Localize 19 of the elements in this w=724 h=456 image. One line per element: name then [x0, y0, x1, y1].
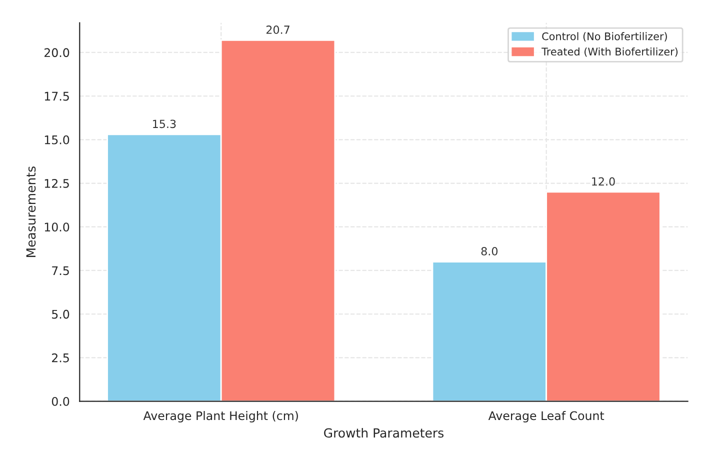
data-label: 15.3 [153, 120, 176, 128]
x-axis-title: Growth Parameters [324, 428, 444, 438]
legend-label: Treated (With Biofertilizer) [542, 47, 678, 57]
legend-label: Control (No Biofertilizer) [542, 32, 667, 42]
x-tick-label: Average Plant Height (cm) [143, 411, 298, 422]
data-label: 8.0 [481, 247, 498, 256]
y-tick-label: 2.5 [52, 353, 69, 362]
y-tick-label: 15.0 [44, 135, 70, 144]
y-tick-label: 0.0 [52, 397, 70, 406]
y-tick-label: 12.5 [44, 178, 69, 188]
data-label: 20.7 [266, 26, 290, 34]
x-tick-label: Average Leaf Count [488, 411, 604, 422]
y-tick-label: 20.0 [44, 48, 70, 58]
y-tick-label: 10.0 [44, 222, 70, 232]
y-axis-title: Measurements [26, 166, 36, 257]
y-tick-label: 17.5 [44, 92, 69, 101]
data-label: 12.0 [592, 177, 615, 186]
y-tick-label: 5.0 [52, 310, 70, 319]
y-tick-label: 7.5 [52, 266, 69, 276]
